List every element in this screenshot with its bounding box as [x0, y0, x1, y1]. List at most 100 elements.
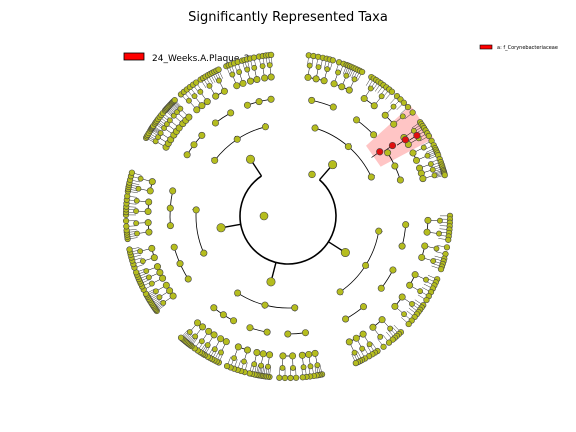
taxon-node — [126, 246, 133, 253]
taxon-node — [200, 249, 208, 257]
taxon-node — [311, 349, 319, 357]
taxon-node — [255, 98, 263, 106]
taxon-node — [243, 101, 251, 109]
taxon-node — [133, 208, 139, 214]
taxon-node — [279, 365, 286, 371]
taxon-node — [430, 258, 437, 264]
taxon-node — [398, 242, 406, 250]
taxon-node — [217, 335, 225, 343]
taxon-node — [398, 293, 406, 301]
taxon-node — [417, 288, 424, 295]
taxon-node — [377, 333, 384, 340]
significant-taxon-node — [413, 131, 421, 140]
taxon-node — [324, 66, 331, 73]
taxon-node — [387, 325, 394, 332]
taxon-node — [423, 228, 431, 236]
taxon-node — [156, 294, 163, 301]
taxon-node — [359, 345, 366, 352]
taxon-node — [190, 141, 198, 149]
taxon-node — [351, 349, 358, 356]
taxon-node — [245, 154, 255, 164]
taxon-node — [276, 374, 283, 381]
node-layer — [122, 51, 454, 382]
taxon-node — [380, 343, 387, 350]
taxon-node — [345, 338, 353, 346]
taxon-node — [306, 62, 313, 69]
taxon-node — [251, 361, 258, 368]
taxon-node — [150, 254, 158, 262]
taxon-node — [424, 152, 431, 159]
taxon-node — [253, 75, 261, 83]
taxon-node — [423, 276, 429, 283]
taxon-node — [215, 66, 222, 73]
clade-arc — [239, 175, 337, 265]
taxon-node — [169, 187, 177, 195]
taxon-node — [399, 113, 406, 120]
taxon-node — [261, 123, 269, 131]
taxon-node — [420, 144, 427, 151]
taxon-node — [148, 244, 156, 252]
taxon-node — [381, 111, 389, 119]
taxon-node — [400, 99, 407, 106]
taxon-node — [148, 280, 155, 287]
taxon-node — [176, 260, 184, 268]
legend-swatch-taxon — [479, 44, 493, 50]
taxon-node — [369, 323, 377, 331]
taxon-node — [166, 287, 174, 295]
taxon-node — [145, 228, 153, 236]
taxon-node — [390, 120, 398, 128]
taxon-node — [234, 289, 242, 297]
taxon-node — [204, 342, 211, 348]
taxon-node — [259, 63, 266, 70]
taxon-node — [402, 221, 410, 229]
taxon-node — [186, 97, 192, 104]
figure-title: Significantly Represented Taxa — [188, 10, 388, 25]
taxon-node — [166, 204, 174, 212]
taxon-node — [304, 73, 312, 81]
taxon-node — [174, 109, 180, 116]
taxon-node — [193, 106, 201, 114]
clade-arc — [339, 231, 380, 293]
taxon-node — [210, 304, 218, 312]
taxon-node — [404, 104, 412, 111]
taxon-node — [197, 88, 204, 95]
taxon-node — [231, 355, 237, 362]
taxon-node — [390, 103, 397, 110]
taxon-node — [377, 284, 385, 292]
taxon-node — [396, 176, 404, 184]
taxon-node — [139, 258, 146, 265]
taxon-node — [445, 236, 452, 243]
taxon-node — [284, 330, 292, 338]
taxon-node — [210, 331, 218, 339]
taxon-node — [409, 301, 415, 307]
taxon-node — [443, 244, 451, 251]
taxon-node — [367, 173, 375, 181]
taxon-node — [145, 198, 153, 206]
taxon-node — [261, 74, 269, 82]
taxon-node — [429, 166, 436, 173]
taxon-node — [370, 102, 378, 110]
taxon-node — [389, 266, 397, 274]
clade-arc — [195, 209, 205, 254]
taxon-node — [146, 274, 152, 281]
taxon-node — [437, 217, 443, 224]
taxon-node — [220, 87, 228, 95]
taxon-node — [211, 119, 219, 127]
taxon-node — [384, 149, 392, 157]
taxon-node — [401, 311, 407, 318]
taxon-node — [300, 364, 307, 371]
taxon-node — [360, 303, 368, 311]
taxon-node — [161, 125, 167, 131]
taxon-node — [146, 187, 154, 195]
taxon-node — [370, 131, 378, 139]
taxon-node — [236, 69, 243, 75]
taxon-node — [229, 71, 236, 78]
taxon-node — [192, 333, 199, 340]
taxon-node — [265, 363, 271, 370]
taxon-node — [251, 64, 258, 71]
taxon-node — [340, 248, 350, 258]
taxon-node — [227, 109, 235, 117]
taxon-node — [385, 339, 393, 346]
taxon-node — [137, 248, 144, 255]
taxon-node — [170, 112, 177, 119]
